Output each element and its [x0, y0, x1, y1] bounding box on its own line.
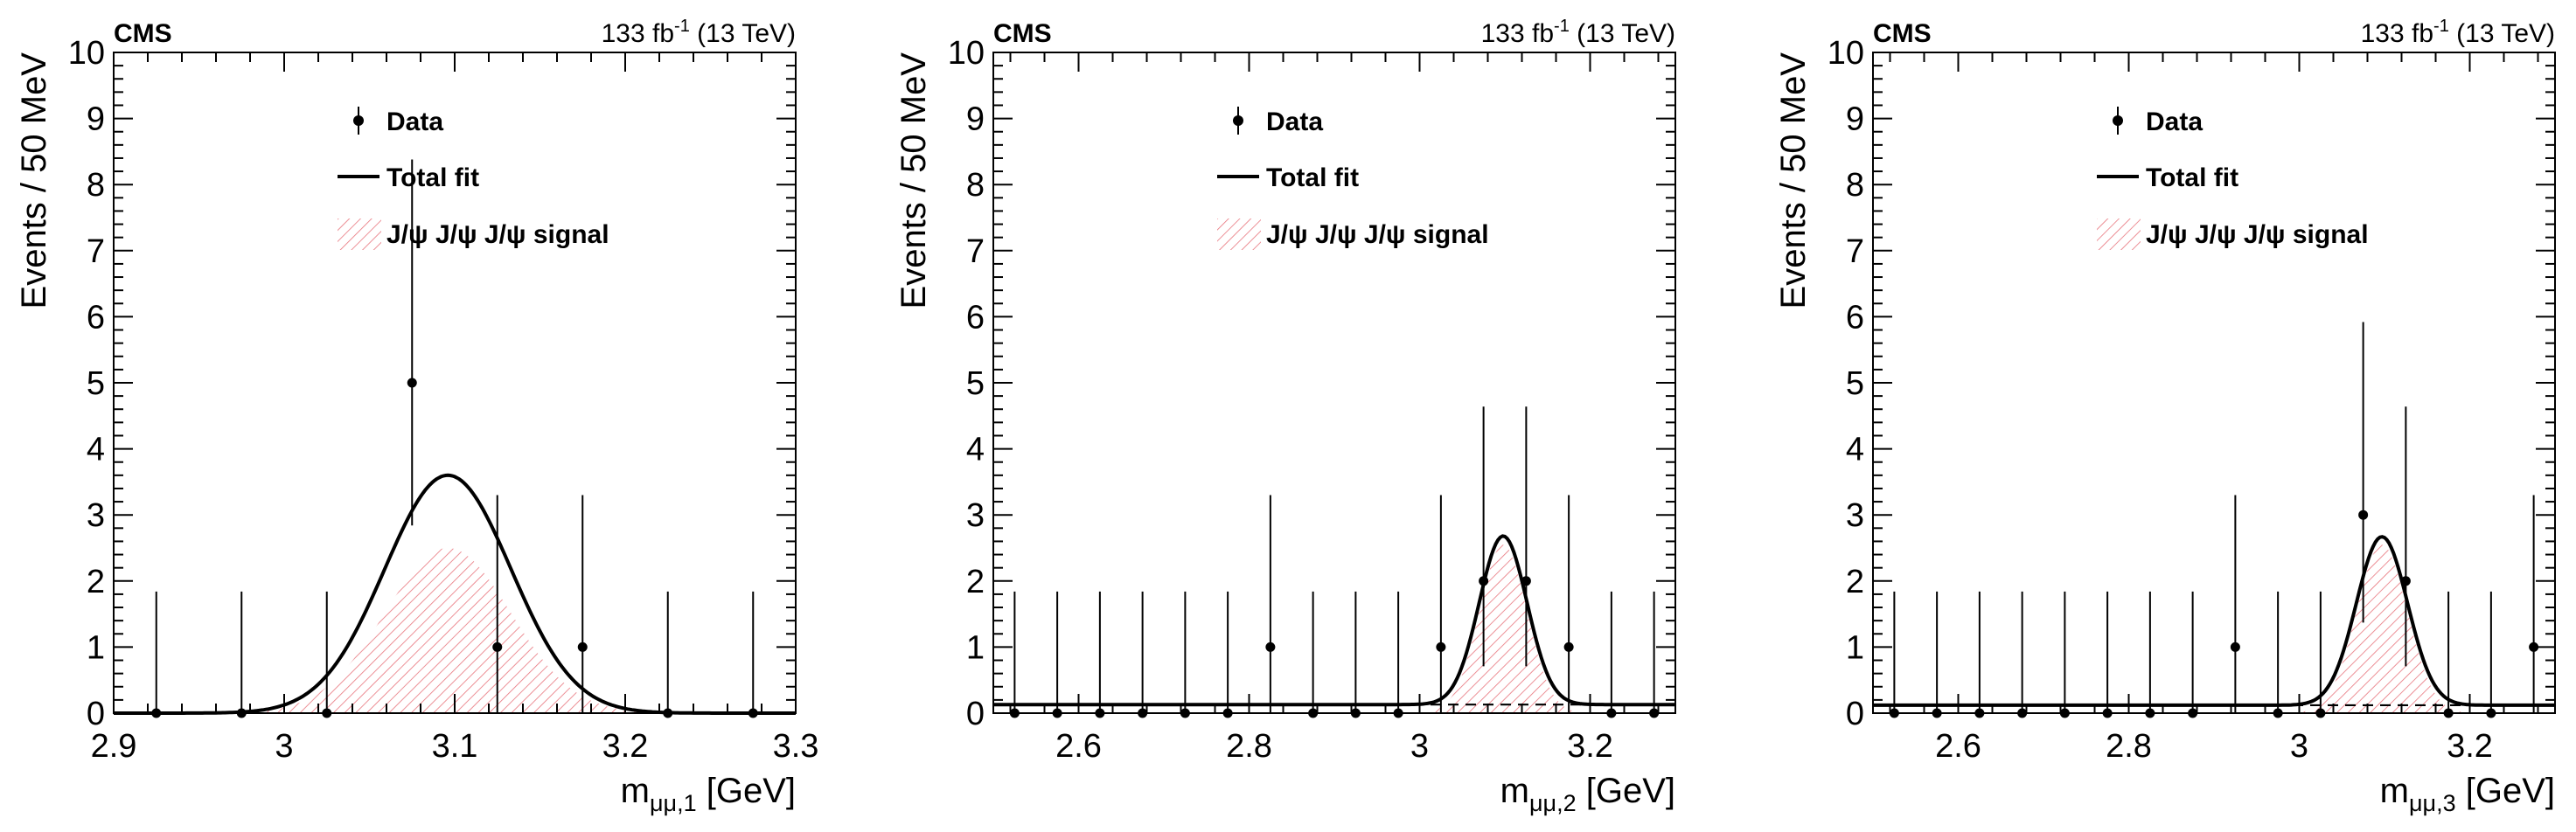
y-tick-label: 2 [1846, 564, 1864, 600]
data-point [1521, 576, 1531, 586]
y-tick-label: 0 [87, 696, 105, 732]
x-tick-label: 2.9 [91, 728, 137, 765]
y-tick-label: 4 [1846, 432, 1864, 468]
data-point [1265, 641, 1276, 652]
legend-signal-label: J/ψ J/ψ J/ψ signal [2146, 220, 2369, 249]
plot-frame [1872, 52, 2556, 714]
x-tick-label: 3 [2290, 728, 2308, 765]
legend-data-label: Data [386, 107, 443, 136]
signal-hatch-area [114, 548, 796, 713]
x-tick-label: 2.6 [1055, 728, 1102, 765]
y-tick-label: 8 [87, 167, 105, 204]
data-point [1479, 576, 1489, 586]
data-point [1436, 641, 1446, 652]
data-point [2400, 576, 2411, 586]
signal-hatch-area [993, 544, 1675, 713]
y-tick-label: 6 [1846, 299, 1864, 336]
luminosity-label: 133 fb-1 (13 TeV) [602, 17, 796, 48]
legend-data-marker [1233, 115, 1243, 126]
x-tick-label: 3.3 [773, 728, 819, 765]
y-tick-label: 0 [966, 696, 985, 732]
y-tick-label: 6 [966, 299, 985, 336]
y-axis-title: Events / 50 MeV [895, 52, 933, 309]
y-tick-label: 8 [1846, 167, 1864, 204]
legend-fit-label: Total fit [2146, 163, 2238, 192]
y-tick-label: 3 [87, 497, 105, 534]
x-tick-label: 2.8 [2106, 728, 2152, 765]
legend-signal-label: J/ψ J/ψ J/ψ signal [1266, 220, 1489, 249]
x-tick-label: 3.2 [602, 728, 649, 765]
y-tick-label: 10 [68, 35, 105, 72]
y-tick-label: 3 [966, 497, 985, 534]
data-point [492, 641, 503, 652]
x-tick-label: 2.6 [1935, 728, 1981, 765]
y-tick-label: 7 [1846, 233, 1864, 270]
y-tick-label: 2 [966, 564, 985, 600]
data-point [2230, 641, 2240, 652]
legend-data-marker [2113, 115, 2123, 126]
signal-hatch-area [1873, 544, 2555, 713]
y-tick-label: 5 [1846, 365, 1864, 402]
x-axis-title: mμμ,1 [GeV] [621, 772, 796, 816]
y-tick-label: 5 [87, 365, 105, 402]
plot-frame [992, 52, 1676, 714]
x-axis-title: mμμ,3 [GeV] [2380, 772, 2555, 816]
data-point [1563, 641, 1574, 652]
y-tick-label: 9 [966, 101, 985, 138]
legend-fit-label: Total fit [1266, 163, 1359, 192]
experiment-label: CMS [993, 19, 1052, 48]
legend-signal-label: J/ψ J/ψ J/ψ signal [386, 220, 609, 249]
data-point [2529, 641, 2539, 652]
legend-data-label: Data [1266, 107, 1323, 136]
y-tick-label: 3 [1846, 497, 1864, 534]
y-tick-label: 9 [87, 101, 105, 138]
data-point [577, 641, 588, 652]
legend-data-marker [353, 115, 364, 126]
legend: Data Total fit J/ψ J/ψ J/ψ signal [338, 107, 609, 250]
y-tick-label: 4 [966, 432, 985, 468]
y-tick-label: 1 [1846, 629, 1864, 666]
legend-fit-label: Total fit [386, 163, 479, 192]
x-tick-label: 3 [1410, 728, 1429, 765]
luminosity-label: 133 fb-1 (13 TeV) [1481, 17, 1675, 48]
legend-signal-swatch [1217, 218, 1261, 250]
legend-data-label: Data [2146, 107, 2203, 136]
x-tick-label: 3.2 [2447, 728, 2493, 765]
total-fit-curve [1873, 535, 2555, 707]
y-tick-label: 4 [87, 432, 105, 468]
legend-signal-swatch [2097, 218, 2141, 250]
y-tick-label: 10 [948, 35, 985, 72]
y-tick-label: 7 [966, 233, 985, 270]
data-point [2358, 510, 2369, 520]
legend: Data Total fit J/ψ J/ψ J/ψ signal [2097, 107, 2369, 250]
y-tick-label: 10 [1828, 35, 1864, 72]
y-tick-label: 9 [1846, 101, 1864, 138]
y-axis-title: Events / 50 MeV [15, 52, 53, 309]
y-tick-label: 1 [87, 629, 105, 666]
x-axis-title: mμμ,2 [GeV] [1500, 772, 1675, 816]
legend: Data Total fit J/ψ J/ψ J/ψ signal [1217, 107, 1489, 250]
panel-2: 0 1 2 3 4 5 6 7 8 9 10 2.6 2.8 3 3.2 Events / 50 MeV mμμ… [895, 17, 1676, 816]
y-tick-label: 5 [966, 365, 985, 402]
panel-3: 0 1 2 3 4 5 6 7 8 9 10 2.6 2.8 3 3.2 Events / 50 MeV mμμ… [1774, 17, 2556, 816]
panel-1: 0 1 2 3 4 5 6 7 8 9 10 2.9 3 3.1 3.2 3.3 Events / 50 MeV… [15, 17, 818, 816]
y-tick-label: 2 [87, 564, 105, 600]
total-fit-curve [993, 534, 1675, 707]
y-tick-label: 7 [87, 233, 105, 270]
x-tick-label: 3.1 [432, 728, 478, 765]
data-point [407, 378, 417, 388]
y-axis-title: Events / 50 MeV [1774, 52, 1813, 309]
x-tick-label: 2.8 [1226, 728, 1272, 765]
experiment-label: CMS [1873, 19, 1932, 48]
experiment-label: CMS [114, 19, 172, 48]
legend-signal-swatch [338, 218, 381, 250]
x-tick-label: 3 [275, 728, 293, 765]
y-tick-label: 1 [966, 629, 985, 666]
x-tick-label: 3.2 [1567, 728, 1613, 765]
y-tick-label: 8 [966, 167, 985, 204]
y-tick-label: 0 [1846, 696, 1864, 732]
y-tick-label: 6 [87, 299, 105, 336]
luminosity-label: 133 fb-1 (13 TeV) [2361, 17, 2555, 48]
